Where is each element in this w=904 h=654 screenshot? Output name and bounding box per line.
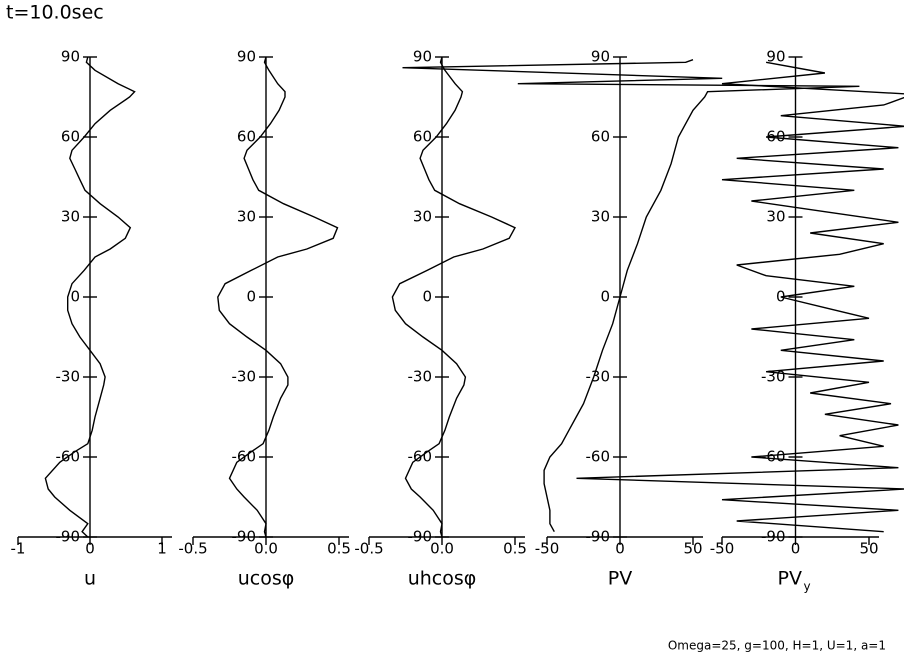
y-tick-label: 90	[61, 48, 80, 66]
y-tick-label: 30	[413, 208, 432, 226]
data-line	[402, 59, 860, 533]
y-tick-label: 30	[61, 208, 80, 226]
x-tick-label: -1	[11, 540, 26, 558]
x-tick-label: 1	[157, 540, 167, 558]
y-tick-label: -30	[56, 368, 81, 386]
y-tick-label: 30	[766, 208, 785, 226]
x-tick-label: 0.5	[327, 540, 351, 558]
x-tick-label: -0.5	[178, 540, 207, 558]
y-tick-label: 0	[422, 288, 432, 306]
y-tick-label: 30	[237, 208, 256, 226]
y-tick-label: -90	[232, 528, 257, 546]
y-tick-label: 90	[766, 48, 785, 66]
data-line	[391, 56, 516, 538]
x-tick-label: -50	[535, 540, 560, 558]
x-axis-label: ucosφ	[238, 568, 295, 590]
x-tick-label: 0.5	[503, 540, 527, 558]
y-tick-label: 0	[246, 288, 256, 306]
x-tick-label: 50	[683, 540, 702, 558]
y-tick-label: -90	[56, 528, 81, 546]
y-tick-label: -30	[232, 368, 257, 386]
y-tick-label: -30	[408, 368, 433, 386]
y-tick-label: 60	[237, 128, 256, 146]
y-tick-label: -90	[586, 528, 611, 546]
x-axis-label: u	[84, 568, 96, 590]
footer: Omega=25, g=100, H=1, U=1, a=1	[668, 639, 886, 653]
x-axis-label-subscript: y	[804, 580, 811, 594]
x-tick-label: 0.0	[430, 540, 454, 558]
y-tick-label: 30	[591, 208, 610, 226]
y-tick-label: 90	[413, 48, 432, 66]
x-tick-label: 0	[85, 540, 95, 558]
x-tick-label: 0	[791, 540, 801, 558]
y-tick-label: 90	[237, 48, 256, 66]
y-tick-label: 0	[70, 288, 80, 306]
y-tick-label: -60	[761, 448, 786, 466]
y-tick-label: 60	[591, 128, 610, 146]
x-tick-label: 50	[859, 540, 878, 558]
y-tick-label: -60	[586, 448, 611, 466]
x-axis-label: PV	[778, 568, 802, 590]
y-tick-label: 60	[61, 128, 80, 146]
y-tick-label: 60	[413, 128, 432, 146]
data-line	[44, 56, 136, 538]
x-axis-label: uhcosφ	[408, 568, 477, 590]
x-tick-label: 0.0	[254, 540, 278, 558]
y-tick-label: 0	[600, 288, 610, 306]
x-tick-label: 0	[615, 540, 625, 558]
y-tick-label: 90	[591, 48, 610, 66]
data-line	[576, 61, 904, 533]
figure-title: t=10.0sec	[6, 2, 104, 24]
x-tick-label: -50	[710, 540, 735, 558]
x-tick-label: -0.5	[354, 540, 383, 558]
data-line	[217, 56, 339, 538]
x-axis-label: PV	[608, 568, 632, 590]
y-tick-label: -90	[408, 528, 433, 546]
y-tick-label: -90	[761, 528, 786, 546]
y-tick-label: -30	[586, 368, 611, 386]
